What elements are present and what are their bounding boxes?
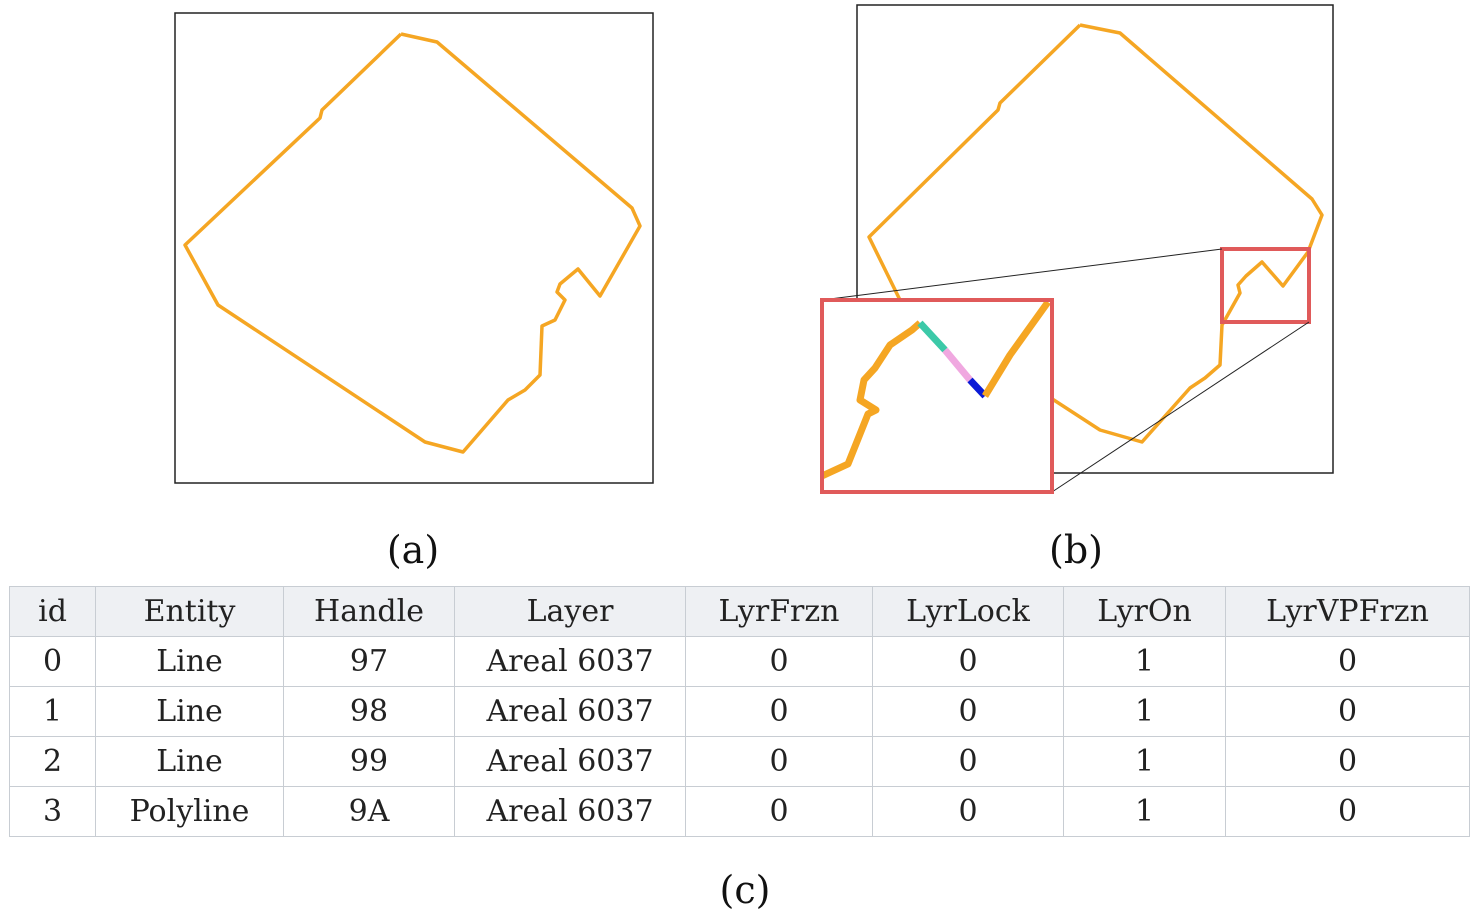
table-cell: 1: [9, 686, 96, 737]
table-cell: 0: [872, 786, 1064, 837]
table-cell: Areal 6037: [454, 636, 686, 687]
table-cell: Polyline: [95, 786, 284, 837]
table-row: 2 Line 99 Areal 6037 0 0 1 0: [9, 736, 1470, 787]
table-cell: 0: [685, 686, 873, 737]
table-cell: 0: [872, 686, 1064, 737]
entity-table: id Entity Handle Layer LyrFrzn LyrLock L…: [9, 586, 1470, 837]
caption-a: (a): [386, 528, 440, 572]
panel-a-outline: [183, 32, 642, 454]
table-cell: 3: [9, 786, 96, 837]
table-cell: 1: [1063, 736, 1226, 787]
zoom-inset-background: [822, 300, 1052, 492]
header-layer: Layer: [454, 586, 686, 637]
table-cell: Areal 6037: [454, 786, 686, 837]
table-cell: Line: [95, 636, 284, 687]
zoom-inset-frame: [820, 298, 1054, 494]
table-cell: Areal 6037: [454, 686, 686, 737]
table-row: 0 Line 97 Areal 6037 0 0 1 0: [9, 636, 1470, 687]
table-cell: 0: [685, 786, 873, 837]
caption-c: (c): [719, 868, 771, 912]
table-cell: 2: [9, 736, 96, 787]
table-cell: 0: [1225, 636, 1470, 687]
table-cell: 99: [283, 736, 455, 787]
zoom-connector-top: [821, 248, 1223, 301]
table-cell: 1: [1063, 686, 1226, 737]
panel-b-frame: [856, 4, 1334, 474]
table-cell: 0: [1225, 686, 1470, 737]
table-cell: 0: [1225, 786, 1470, 837]
header-lyrfrzn: LyrFrzn: [685, 586, 873, 637]
header-lyrvpfrzn: LyrVPFrzn: [1225, 586, 1470, 637]
zoom-polyline-orange-left: [820, 320, 923, 480]
table-cell: 0: [685, 736, 873, 787]
table-cell: 0: [1225, 736, 1470, 787]
zoom-segment-pink: [942, 347, 973, 383]
table-cell: 97: [283, 636, 455, 687]
table-cell: 1: [1063, 786, 1226, 837]
panel-b: [820, 4, 1334, 494]
table-cell: 9A: [283, 786, 455, 837]
table-cell: 98: [283, 686, 455, 737]
table-cell: 1: [1063, 636, 1226, 687]
header-lyrlock: LyrLock: [872, 586, 1064, 637]
table-cell: Areal 6037: [454, 736, 686, 787]
table-cell: Line: [95, 736, 284, 787]
table-cell: 0: [872, 736, 1064, 787]
header-id: id: [9, 586, 96, 637]
table-cell: 0: [685, 636, 873, 687]
table-header-row: id Entity Handle Layer LyrFrzn LyrLock L…: [9, 586, 1470, 637]
zoom-source-box: [1220, 247, 1311, 324]
header-entity: Entity: [95, 586, 284, 637]
panel-a-frame: [174, 12, 654, 484]
table-row: 1 Line 98 Areal 6037 0 0 1 0: [9, 686, 1470, 737]
zoom-segment-teal: [917, 320, 948, 353]
table-cell: 0: [872, 636, 1064, 687]
zoom-inset-paths: [820, 299, 1051, 480]
caption-b: (b): [1049, 528, 1103, 572]
table-cell: 0: [9, 636, 96, 687]
header-handle: Handle: [283, 586, 455, 637]
zoom-connector-bottom: [1051, 321, 1310, 493]
zoom-segment-blue: [967, 377, 988, 399]
zoom-polyline-orange-right: [982, 299, 1051, 398]
table-row: 3 Polyline 9A Areal 6037 0 0 1 0: [9, 786, 1470, 837]
panel-a: [174, 12, 654, 484]
table-cell: Line: [95, 686, 284, 737]
header-lyron: LyrOn: [1063, 586, 1226, 637]
